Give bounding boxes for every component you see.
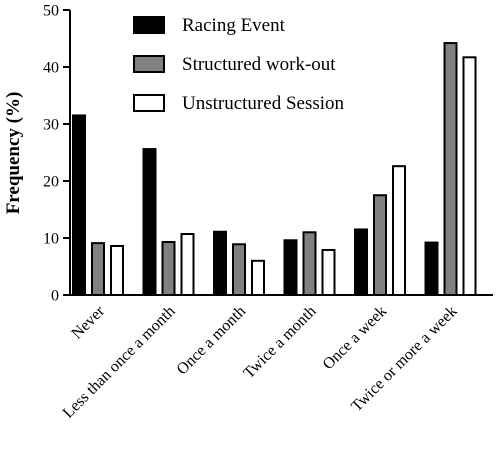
x-tick-label: Once a month — [174, 303, 249, 378]
legend: Racing Event Structured work-out Unstructu… — [133, 15, 345, 114]
bar-structured-work-out-1 — [161, 240, 176, 297]
y-axis-title: Frequency (%) — [3, 92, 24, 215]
bar-unstructured-session-3 — [321, 248, 336, 296]
legend-swatch — [133, 94, 165, 112]
bar-unstructured-session-2 — [251, 259, 265, 296]
x-tick-label: Never — [68, 302, 108, 342]
y-axis-ticks: 0 10 20 30 40 50 — [43, 3, 70, 305]
y-tick-label: 50 — [43, 3, 59, 20]
y-tick-label: 20 — [43, 174, 59, 191]
legend-label: Structured work-out — [182, 54, 336, 75]
bar-unstructured-session-1 — [180, 233, 195, 296]
bar-racing-event-1 — [142, 148, 157, 296]
bar-racing-event-2 — [213, 230, 227, 296]
bar-unstructured-session-0 — [110, 244, 124, 296]
bar-structured-work-out-4 — [373, 194, 387, 296]
legend-swatch — [133, 16, 165, 34]
bar-racing-event-4 — [354, 228, 368, 296]
y-tick-label: 30 — [43, 117, 59, 134]
bars — [72, 42, 477, 297]
bar-structured-work-out-0 — [91, 242, 105, 297]
bar-racing-event-5 — [424, 241, 439, 296]
bar-unstructured-session-5 — [462, 56, 477, 297]
y-tick-label: 40 — [43, 60, 59, 77]
bar-racing-event-3 — [283, 239, 298, 296]
y-tick-label: 0 — [51, 288, 59, 305]
legend-label: Racing Event — [182, 15, 286, 36]
bar-structured-work-out-3 — [302, 231, 317, 297]
bar-structured-work-out-2 — [232, 243, 246, 297]
bar-structured-work-out-5 — [443, 42, 458, 297]
bar-racing-event-0 — [72, 114, 86, 296]
axes — [69, 10, 493, 296]
y-tick-label: 10 — [43, 231, 59, 248]
x-tick-label: Once a week — [320, 303, 390, 373]
x-tick-label: Twice a month — [240, 303, 319, 382]
legend-label: Unstructured Session — [182, 93, 345, 114]
legend-swatch — [133, 55, 165, 73]
bar-unstructured-session-4 — [392, 165, 406, 296]
